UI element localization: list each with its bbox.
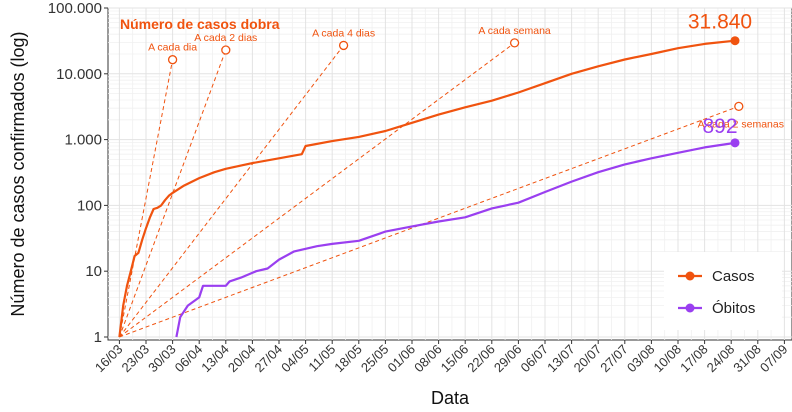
doubling-reference-title: Número de casos dobra bbox=[120, 16, 280, 32]
reference-line bbox=[119, 45, 344, 338]
legend-label: Óbitos bbox=[712, 300, 755, 317]
reference-end-marker bbox=[338, 40, 349, 51]
x-tick-label: 07/09 bbox=[757, 342, 791, 376]
reference-end-marker bbox=[167, 55, 178, 65]
reference-line bbox=[119, 42, 515, 338]
series-end-value-label: 892 bbox=[702, 115, 737, 138]
x-tick-label: 10/08 bbox=[651, 342, 685, 376]
x-tick-label: 17/08 bbox=[677, 342, 711, 376]
x-tick-label: 22/06 bbox=[464, 342, 498, 376]
series-line-casos bbox=[118, 39, 736, 338]
x-tick-label: 20/07 bbox=[571, 342, 605, 376]
x-tick-label: 11/05 bbox=[305, 342, 338, 375]
legend-swatch-point bbox=[685, 271, 695, 281]
x-axis: 16/0323/0330/0306/0413/0420/0427/0404/05… bbox=[92, 340, 791, 375]
reference-line-label: A cada 2 dias bbox=[194, 32, 257, 44]
y-tick-label: 1 bbox=[94, 329, 102, 346]
reference-end-marker bbox=[221, 45, 231, 55]
grid bbox=[108, 7, 792, 340]
reference-line-label: A cada 4 dias bbox=[312, 27, 375, 39]
y-axis: 1 10 100 1.000 10.000 100.000 bbox=[48, 0, 108, 346]
x-tick-label: 13/07 bbox=[544, 342, 578, 376]
y-axis-label: Número de casos confirmados (log) bbox=[8, 31, 28, 316]
reference-end-marker bbox=[734, 101, 744, 112]
legend-box bbox=[664, 252, 782, 330]
reference-line bbox=[119, 105, 739, 338]
x-tick-label: 04/05 bbox=[278, 342, 312, 376]
x-tick-label: 31/08 bbox=[730, 342, 764, 376]
series-end-value-label: 31.840 bbox=[688, 11, 752, 34]
y-tick-label: 1.000 bbox=[64, 132, 102, 149]
x-tick-label: 25/05 bbox=[358, 342, 392, 376]
x-tick-label: 01/06 bbox=[385, 342, 419, 376]
x-tick-label: 24/08 bbox=[704, 342, 738, 376]
x-tick-label: 15/06 bbox=[438, 342, 472, 376]
series-line-obitos bbox=[175, 141, 736, 338]
x-tick-label: 13/04 bbox=[198, 342, 232, 376]
legend-swatch-point bbox=[685, 303, 695, 313]
x-tick-label: 06/07 bbox=[518, 342, 552, 376]
x-tick-label: 06/04 bbox=[172, 342, 206, 376]
x-tick-label: 23/03 bbox=[119, 342, 153, 376]
reference-line bbox=[118, 59, 174, 338]
reference-line-label: A cada 2 semanas bbox=[698, 118, 784, 130]
y-tick-label: 100 bbox=[77, 197, 102, 214]
x-tick-label: 16/03 bbox=[92, 342, 126, 376]
series-end-point bbox=[730, 138, 740, 148]
x-tick-label: 27/04 bbox=[252, 342, 286, 376]
x-tick-label: 18/05 bbox=[331, 342, 365, 376]
legend: Casos Óbitos bbox=[664, 252, 782, 330]
y-tick-label: 10 bbox=[85, 263, 102, 280]
y-tick-label: 100.000 bbox=[48, 0, 102, 17]
x-tick-label: 08/06 bbox=[411, 342, 445, 376]
reference-line bbox=[118, 49, 227, 338]
x-tick-label: 03/08 bbox=[624, 342, 658, 376]
x-tick-label: 27/07 bbox=[597, 342, 631, 376]
series-end-point bbox=[730, 36, 740, 46]
x-tick-label: 30/03 bbox=[145, 342, 179, 376]
y-tick-label: 10.000 bbox=[56, 66, 102, 83]
x-tick-label: 29/06 bbox=[491, 342, 525, 376]
series-lines: 31.840 892 bbox=[118, 11, 752, 338]
x-tick-label: 20/04 bbox=[225, 342, 259, 376]
reference-line-label: A cada dia bbox=[148, 42, 197, 54]
reference-line-label: A cada semana bbox=[478, 25, 551, 37]
reference-end-marker bbox=[509, 38, 520, 48]
x-axis-label: Data bbox=[431, 388, 470, 408]
legend-label: Casos bbox=[712, 268, 755, 285]
